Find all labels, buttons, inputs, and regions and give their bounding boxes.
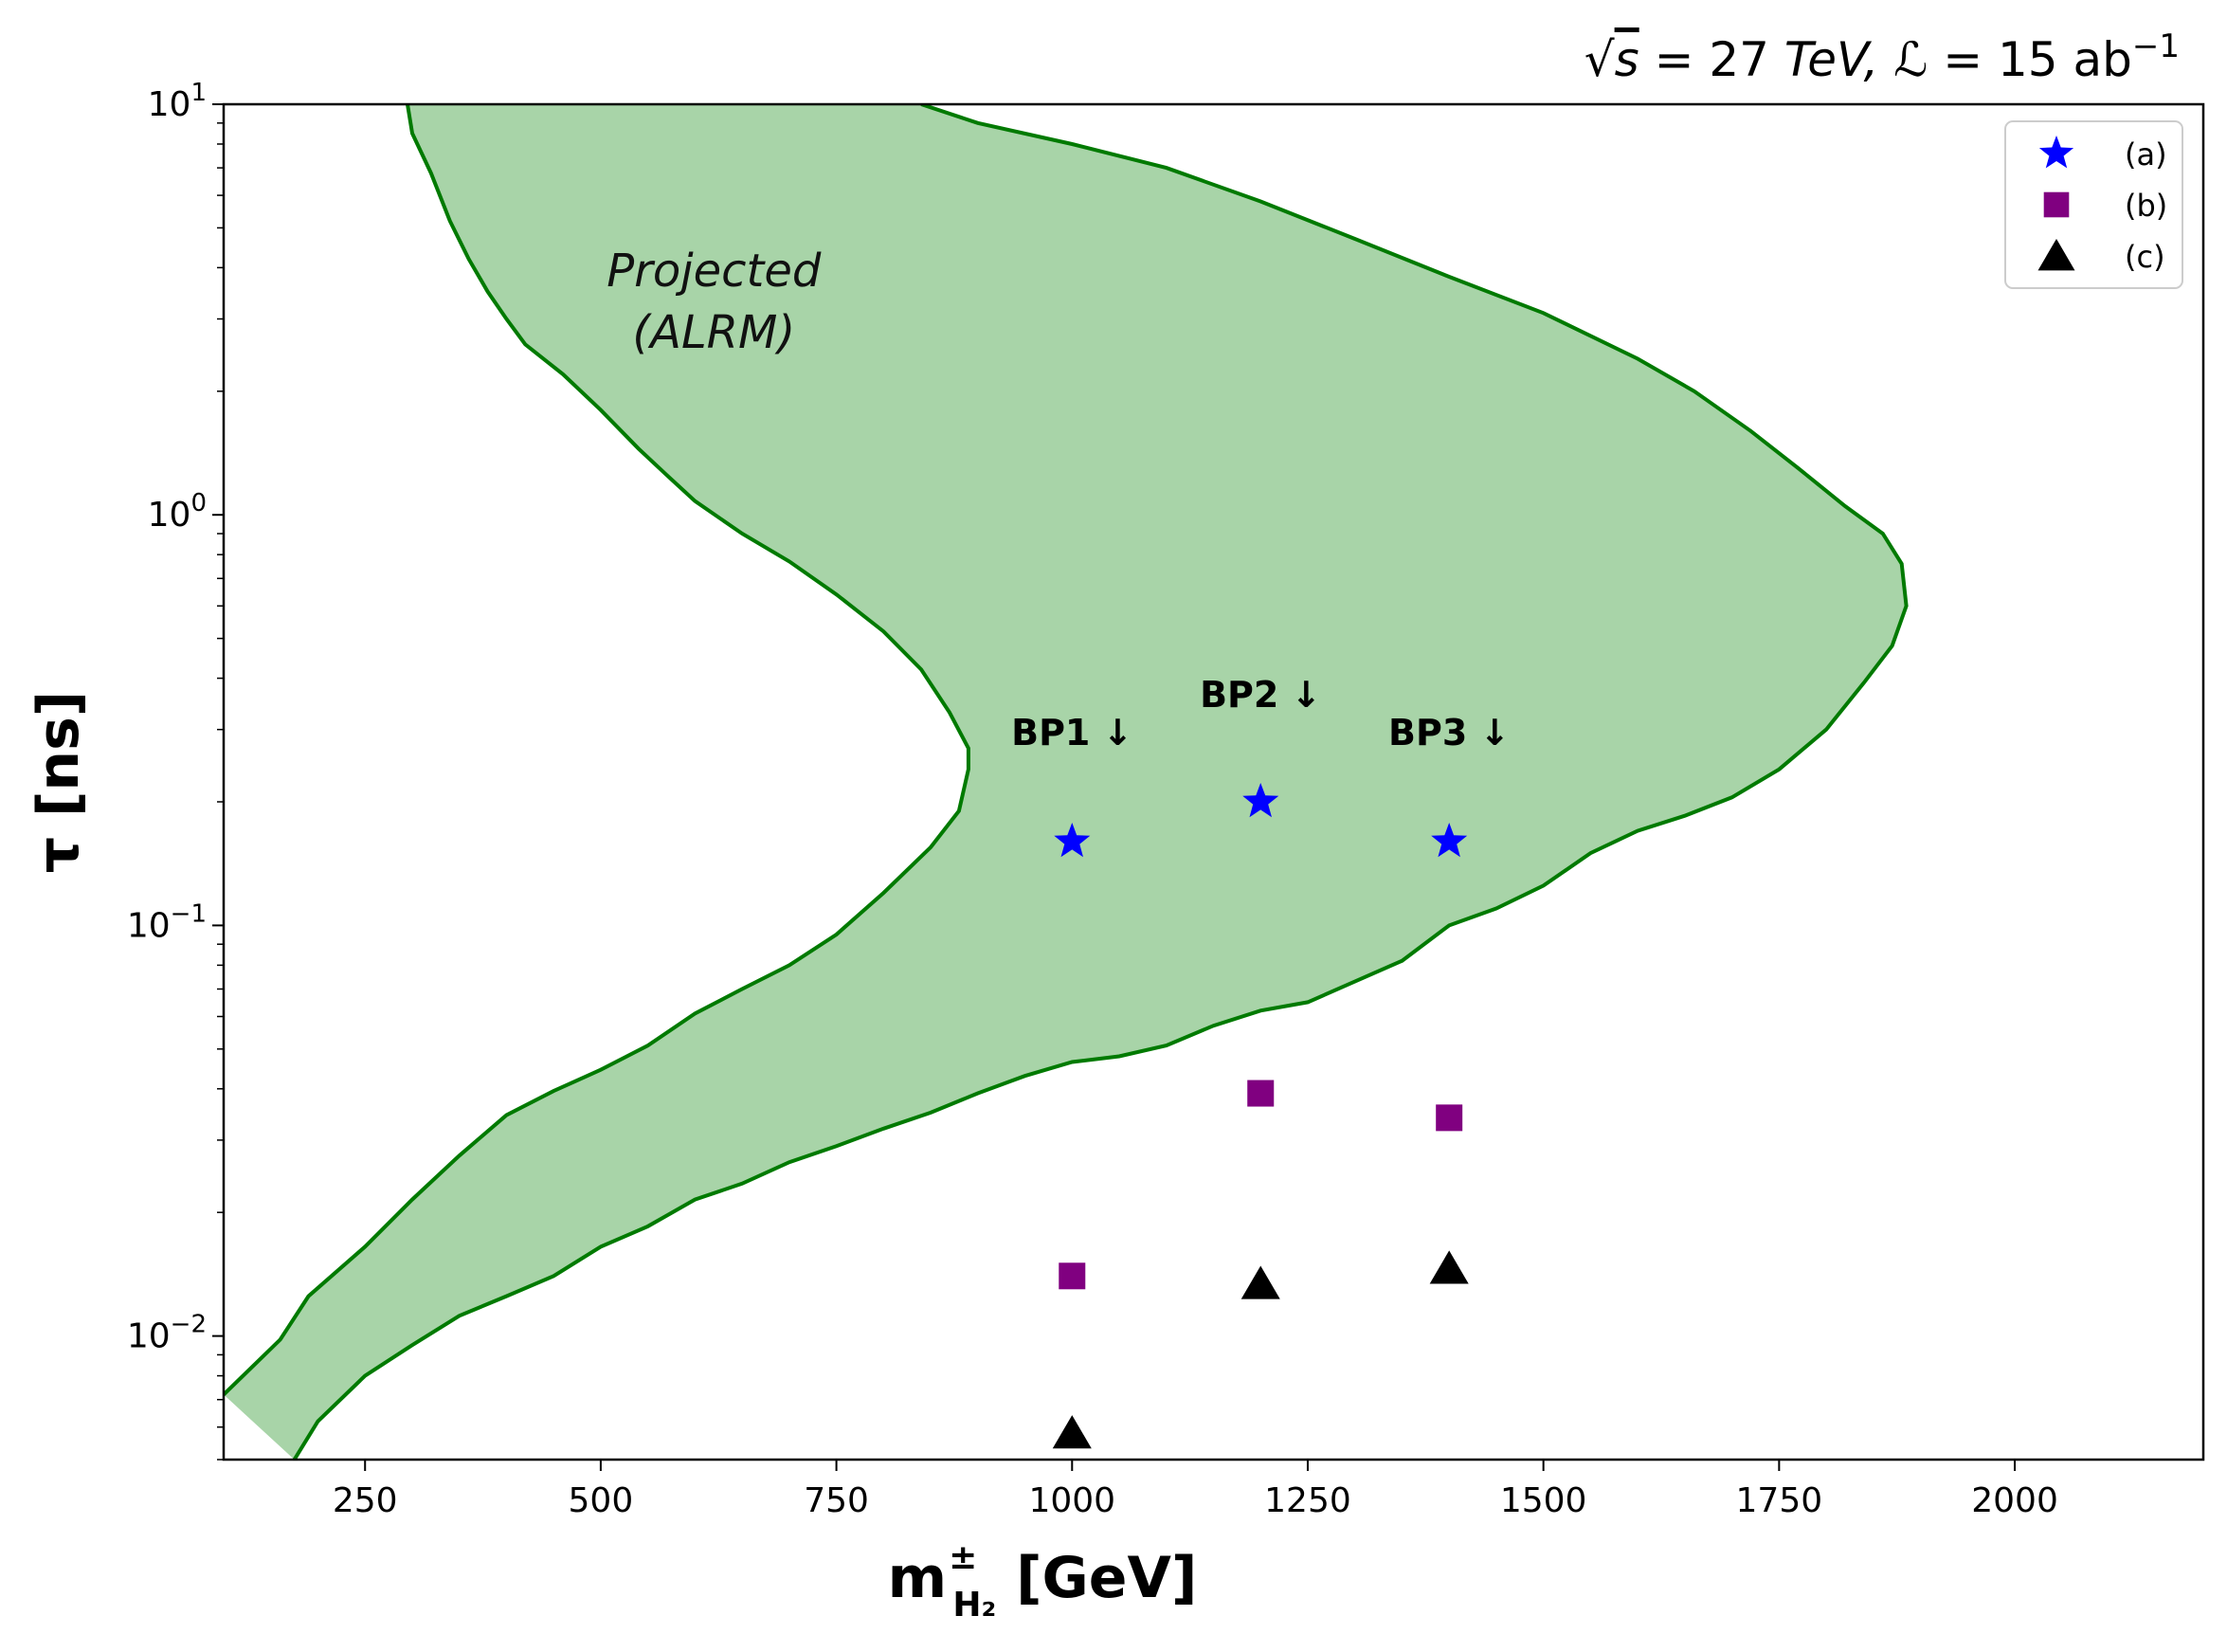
plot-frame bbox=[222, 102, 2205, 1461]
y-tick-label: 101 bbox=[148, 79, 207, 124]
x-tick-label: 750 bbox=[804, 1481, 869, 1520]
region-label-line2: (ALRM) bbox=[632, 306, 795, 359]
square-marker-1 bbox=[1059, 1262, 1086, 1290]
region-fill bbox=[224, 104, 1907, 1460]
x-tick-label: 500 bbox=[569, 1481, 634, 1520]
legend-star-icon bbox=[2038, 136, 2074, 169]
data-markers bbox=[1052, 783, 1469, 1449]
annotation-bp2: BP2 ↓ bbox=[1200, 674, 1321, 716]
legend-triangle-icon bbox=[2037, 238, 2075, 271]
x-tick-label: 1250 bbox=[1264, 1481, 1351, 1520]
star-marker-1 bbox=[1054, 823, 1091, 858]
legend: (a) (b) (c) bbox=[2004, 120, 2183, 289]
square-marker-3 bbox=[1436, 1104, 1463, 1132]
x-tick-label: 1000 bbox=[1028, 1481, 1115, 1520]
y-tick-label: 100 bbox=[148, 489, 207, 535]
triangle-marker-1 bbox=[1052, 1415, 1092, 1449]
chart-title: √s = 27 TeV, ℒ = 15 ab−1 bbox=[1584, 27, 2180, 87]
square-marker-2 bbox=[1247, 1080, 1275, 1107]
x-axis-ticks: 250 500 750 1000 1250 1500 1750 2000 bbox=[333, 1460, 2058, 1520]
triangle-marker-3 bbox=[1429, 1250, 1469, 1284]
x-tick-label: 1500 bbox=[1500, 1481, 1587, 1520]
legend-label: (c) bbox=[2125, 239, 2165, 275]
x-tick-label: 250 bbox=[333, 1481, 398, 1520]
projected-region: Projected (ALRM) bbox=[224, 104, 1909, 1460]
star-marker-3 bbox=[1431, 823, 1468, 858]
region-upper-boundary bbox=[224, 104, 970, 1396]
annotation-bp3: BP3 ↓ bbox=[1388, 712, 1510, 753]
benchmark-annotations: BP1 ↓ BP2 ↓ BP3 ↓ bbox=[1011, 674, 1510, 753]
x-tick-label: 2000 bbox=[1971, 1481, 2058, 1520]
annotation-bp1: BP1 ↓ bbox=[1011, 712, 1132, 753]
x-axis-label: m± H₂ [GeV] bbox=[888, 1538, 1198, 1625]
legend-square-icon bbox=[2043, 191, 2070, 218]
region-label-line1: Projected bbox=[607, 245, 822, 298]
y-tick-label: 10−1 bbox=[127, 899, 207, 945]
x-tick-label: 1750 bbox=[1736, 1481, 1823, 1520]
y-axis-ticks: 10−2 10−1 100 101 bbox=[127, 79, 224, 1461]
y-tick-label: 10−2 bbox=[127, 1311, 207, 1356]
legend-label: (b) bbox=[2125, 188, 2167, 224]
legend-label: (a) bbox=[2125, 136, 2167, 172]
triangle-marker-2 bbox=[1240, 1265, 1280, 1299]
y-axis-label: τ [ns] bbox=[26, 691, 92, 873]
star-marker-2 bbox=[1242, 783, 1279, 818]
region-lower-boundary bbox=[292, 104, 1909, 1460]
